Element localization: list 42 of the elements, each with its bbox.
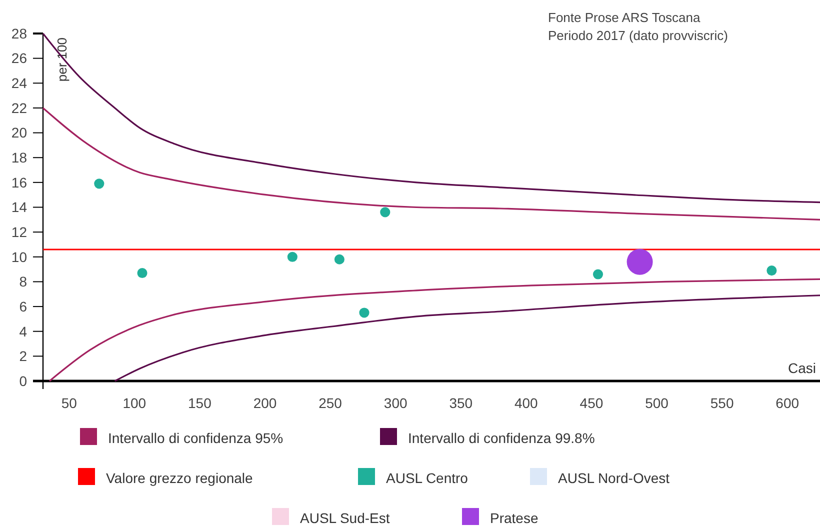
legend-label: Valore grezzo regionale bbox=[106, 470, 254, 486]
y-tick-label: 26 bbox=[11, 50, 28, 66]
legend-label: Pratese bbox=[490, 510, 538, 526]
x-tick-label: 50 bbox=[61, 395, 78, 411]
x-axis-title: Casi bbox=[788, 360, 816, 376]
y-tick-label: 0 bbox=[19, 372, 28, 389]
legend-label: AUSL Centro bbox=[386, 470, 468, 486]
legend-label: Intervallo di confidenza 99.8% bbox=[408, 430, 595, 446]
x-tick-label: 500 bbox=[645, 395, 669, 411]
x-tick-label: 350 bbox=[449, 395, 473, 411]
x-tick-label: 150 bbox=[188, 395, 212, 411]
line-series bbox=[42, 107, 820, 220]
y-tick-label: 8 bbox=[19, 274, 28, 290]
legend-label: AUSL Sud-Est bbox=[300, 510, 390, 526]
line-series bbox=[42, 32, 820, 204]
legend-label: Intervallo di confidenza 95% bbox=[108, 430, 284, 446]
y-tick-label: 20 bbox=[11, 124, 28, 141]
y-tick-label: 28 bbox=[11, 25, 28, 42]
x-tick-label: 550 bbox=[710, 395, 734, 411]
x-tick-label: 200 bbox=[253, 395, 277, 411]
x-tick-label: 600 bbox=[776, 395, 800, 411]
legend-label: AUSL Nord-Ovest bbox=[558, 470, 670, 486]
x-tick-label: 100 bbox=[122, 395, 146, 411]
y-tick-label: 24 bbox=[11, 75, 28, 92]
x-tick-label: 450 bbox=[580, 395, 604, 411]
x-tick-label: 400 bbox=[514, 395, 538, 411]
y-tick-label: 18 bbox=[11, 150, 28, 166]
line-series bbox=[114, 294, 820, 382]
y-tick-label: 2 bbox=[19, 348, 28, 364]
x-tick-label: 300 bbox=[384, 395, 408, 411]
line-series bbox=[48, 278, 820, 382]
x-tick-label: 250 bbox=[318, 395, 342, 411]
y-tick-label: 16 bbox=[11, 174, 28, 190]
y-tick-label: 4 bbox=[19, 323, 28, 340]
y-tick-label: 10 bbox=[11, 248, 28, 265]
y-tick-label: 14 bbox=[11, 199, 28, 216]
y-tick-label: 12 bbox=[11, 224, 28, 240]
source-note: Fonte Prose ARS Toscana bbox=[548, 10, 702, 25]
annotation: Periodo 2017 (dato provviscric) bbox=[548, 28, 728, 43]
y-tick-label: 22 bbox=[11, 100, 28, 116]
y-axis-title: per 100 bbox=[54, 38, 70, 82]
y-tick-label: 6 bbox=[19, 298, 28, 314]
